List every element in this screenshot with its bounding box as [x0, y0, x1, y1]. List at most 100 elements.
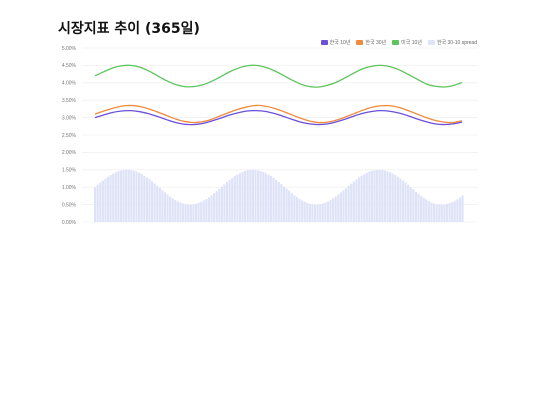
legend-label: 한국 30-10 spread [436, 40, 477, 46]
spread-bar [251, 169, 255, 222]
y-tick-label: 1.50% [62, 168, 77, 174]
spread-bar [262, 171, 265, 222]
spread-bar [409, 187, 412, 222]
legend-item[interactable]: 한국 30년 [356, 39, 386, 46]
spread-bar [290, 193, 293, 222]
spread-bar [200, 201, 203, 222]
spread-bar [324, 202, 327, 222]
spread-bar [259, 171, 262, 222]
spread-bar [246, 170, 249, 222]
spread-bar [337, 194, 340, 222]
spread-bar [427, 201, 430, 222]
y-tick-label: 4.50% [62, 63, 77, 69]
legend-label: 미국 10년 [401, 40, 422, 46]
spread-bar [417, 193, 420, 222]
spread-bar [197, 202, 200, 222]
spread-bar [370, 170, 374, 222]
spread-bar [238, 173, 242, 222]
spread-bar [223, 184, 226, 222]
spread-bar [122, 169, 125, 222]
spread-bar [360, 175, 363, 222]
spread-bar [396, 176, 399, 222]
spread-bar [171, 198, 174, 222]
spread-bar [272, 177, 275, 222]
spread-bar [412, 189, 415, 222]
spread-bar [277, 181, 280, 222]
spread-bar [332, 198, 335, 222]
y-tick-label: 1.00% [62, 185, 77, 191]
spread-bar [308, 203, 311, 222]
spread-bar [280, 184, 283, 222]
spread-bar [176, 201, 179, 222]
spread-bar [140, 173, 143, 222]
spread-bar [386, 171, 389, 222]
spread-bar [267, 174, 270, 222]
spread-bar [440, 204, 443, 222]
spread-bar [179, 202, 182, 222]
spread-bar [334, 196, 337, 222]
spread-bar [254, 169, 257, 222]
spread-bar [285, 188, 288, 222]
legend-swatch [356, 40, 364, 45]
spread-bar [264, 173, 267, 222]
spread-bar [303, 201, 306, 222]
spread-bar [388, 172, 392, 222]
spread-bar [422, 197, 425, 222]
spread-bar [210, 195, 213, 222]
spread-bar [114, 172, 117, 222]
spread-bar [207, 197, 211, 222]
spread-bar [150, 181, 154, 222]
spread-bar [404, 182, 407, 222]
spread-bar [153, 183, 156, 222]
legend-item[interactable]: 한국 30-10 spread [427, 39, 477, 46]
spread-bar [202, 200, 205, 222]
series-line-0 [94, 109, 463, 126]
spread-bar [458, 197, 462, 222]
spread-bar [453, 200, 456, 222]
spread-bar [316, 204, 319, 222]
spread-bar [109, 175, 112, 222]
spread-bar [344, 188, 348, 222]
spread-bar [368, 171, 371, 222]
spread-bar [135, 171, 138, 222]
spread-bar [339, 192, 342, 222]
spread-bar [220, 186, 223, 222]
y-tick-label: 0.50% [62, 202, 77, 208]
spread-bar [378, 169, 381, 222]
series-line-2 [94, 64, 463, 88]
spread-bar [363, 174, 366, 222]
spread-bar [326, 201, 330, 222]
spread-bar [347, 185, 350, 222]
legend-label: 한국 30년 [365, 40, 387, 46]
spread-bar [163, 192, 167, 222]
spread-bar [119, 170, 123, 222]
spread-bar [104, 178, 107, 222]
spread-bar [420, 195, 423, 222]
spread-bar [117, 171, 120, 222]
spread-bar [430, 202, 433, 222]
spread-bar [106, 176, 110, 222]
y-tick-label: 2.50% [62, 133, 77, 139]
spread-bar [161, 190, 164, 222]
spread-bar [181, 203, 185, 222]
spread-bar [249, 169, 252, 222]
legend-item[interactable]: 미국 10년 [392, 39, 422, 46]
legend-item[interactable]: 한국 10년 [320, 39, 350, 46]
page-title: 시장지표 추이 (365일) [58, 21, 200, 37]
spread-bar [166, 194, 169, 222]
spread-bar [376, 169, 379, 222]
spread-bar [443, 204, 446, 222]
spread-bar [156, 185, 159, 222]
spread-bar [461, 195, 464, 222]
spread-bar [425, 199, 428, 222]
spread-bar [189, 204, 192, 222]
spread-bar [438, 204, 441, 222]
spread-bar [96, 184, 99, 222]
spread-bar [257, 170, 260, 222]
y-tick-label: 3.50% [62, 98, 77, 104]
spread-bar [329, 200, 332, 222]
spread-bar [205, 199, 208, 222]
spread-bar [451, 202, 454, 222]
